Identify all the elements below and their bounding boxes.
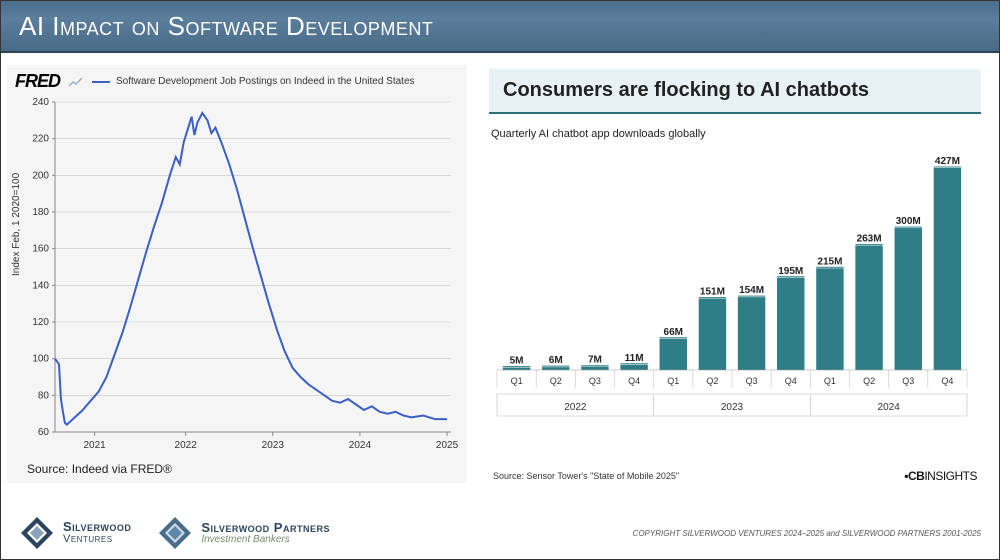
svg-text:Q3: Q3 (589, 376, 601, 386)
fred-legend: Software Development Job Postings on Ind… (92, 76, 415, 87)
svg-text:427M: 427M (935, 156, 960, 167)
fred-logo: FRED (15, 71, 60, 92)
logo1-line2: Ventures (63, 534, 131, 546)
fred-source: Source: Indeed via FRED® (27, 462, 459, 476)
copyright: COPYRIGHT SILVERWOOD VENTURES 2024–2025 … (633, 529, 981, 538)
logos: Silverwood Ventures Silverwood Partners … (19, 515, 330, 551)
slide: AI Impact on Software Development FRED S… (0, 0, 1000, 560)
cbi-brand-rest: INSIGHTS (924, 469, 977, 483)
svg-text:2022: 2022 (564, 402, 587, 413)
svg-text:2022: 2022 (175, 440, 198, 451)
svg-text:Q2: Q2 (863, 376, 875, 386)
svg-text:2024: 2024 (878, 402, 901, 413)
svg-text:180: 180 (32, 207, 49, 218)
svg-text:60: 60 (38, 427, 50, 438)
cbi-panel: Consumers are flocking to AI chatbots Qu… (489, 65, 981, 483)
svg-text:200: 200 (32, 170, 49, 181)
svg-text:Q4: Q4 (628, 376, 640, 386)
svg-text:66M: 66M (664, 327, 683, 338)
diamond-icon (157, 515, 193, 551)
svg-text:2021: 2021 (83, 440, 106, 451)
cbi-bar-chart: 5M Q1 6M Q2 7M Q3 11M Q4 66M Q1 151M Q2 154M Q3 195M Q4… (489, 150, 981, 465)
slide-title: AI Impact on Software Development (19, 11, 433, 42)
svg-text:7M: 7M (588, 355, 602, 366)
logo1-line1: Silverwood (63, 520, 131, 534)
logo-silverwood-partners: Silverwood Partners Investment Bankers (157, 515, 330, 551)
cbi-subtitle: Quarterly AI chatbot app downloads globa… (491, 128, 981, 140)
svg-text:160: 160 (32, 244, 49, 255)
fred-header: FRED Software Development Job Postings o… (15, 71, 459, 92)
svg-text:Q1: Q1 (824, 376, 836, 386)
svg-text:100: 100 (32, 354, 49, 365)
cbi-footer: Source: Sensor Tower's "State of Mobile … (489, 469, 981, 483)
fred-line-chart-svg: 60 80 100 120 140 160 180 200 220 240 2021 2022 2023… (15, 96, 459, 456)
svg-text:5M: 5M (510, 356, 524, 367)
svg-text:Q2: Q2 (706, 376, 718, 386)
svg-text:11M: 11M (625, 353, 644, 364)
svg-text:Q3: Q3 (746, 376, 758, 386)
svg-text:80: 80 (38, 390, 50, 401)
svg-text:Q1: Q1 (511, 376, 523, 386)
logo-silverwood-ventures: Silverwood Ventures (19, 515, 131, 551)
logo1-text: Silverwood Ventures (63, 520, 131, 545)
svg-text:220: 220 (32, 134, 49, 145)
svg-text:154M: 154M (739, 285, 764, 296)
svg-text:Q1: Q1 (667, 376, 679, 386)
cbi-headline-box: Consumers are flocking to AI chatbots (489, 69, 981, 114)
svg-text:215M: 215M (817, 256, 842, 267)
logo2-line1: Silverwood Partners (201, 521, 330, 535)
cbi-bar-chart-svg: 5M Q1 6M Q2 7M Q3 11M Q4 66M Q1 151M Q2 154M Q3 195M Q4… (489, 150, 975, 440)
logo2-text: Silverwood Partners Investment Bankers (201, 521, 330, 545)
svg-text:Q4: Q4 (785, 376, 797, 386)
svg-text:2024: 2024 (349, 440, 372, 451)
cbi-source: Source: Sensor Tower's "State of Mobile … (493, 471, 679, 481)
content-row: FRED Software Development Job Postings o… (1, 53, 999, 483)
svg-text:Q2: Q2 (550, 376, 562, 386)
svg-text:140: 140 (32, 280, 49, 291)
svg-text:Q4: Q4 (941, 376, 953, 386)
svg-text:6M: 6M (549, 355, 563, 366)
title-bar: AI Impact on Software Development (1, 1, 999, 53)
cbi-brand-bold: CB (908, 469, 924, 483)
svg-text:151M: 151M (700, 287, 725, 298)
cbi-brand: ▪CBINSIGHTS (904, 469, 977, 483)
svg-text:2023: 2023 (721, 402, 744, 413)
fred-panel: FRED Software Development Job Postings o… (7, 65, 467, 483)
fred-legend-label: Software Development Job Postings on Ind… (116, 76, 415, 87)
svg-text:240: 240 (32, 97, 49, 108)
cbi-headline: Consumers are flocking to AI chatbots (503, 79, 967, 102)
svg-text:120: 120 (32, 317, 49, 328)
svg-text:300M: 300M (896, 216, 921, 227)
slide-footer: Silverwood Ventures Silverwood Partners … (19, 515, 981, 551)
svg-text:195M: 195M (778, 266, 803, 277)
fred-yaxis-label: Index Feb, 1 2020=100 (11, 173, 22, 276)
svg-text:Q3: Q3 (902, 376, 914, 386)
fred-chart-icon (68, 76, 84, 88)
svg-text:263M: 263M (857, 234, 882, 245)
diamond-icon (19, 515, 55, 551)
svg-text:2025: 2025 (436, 440, 459, 451)
logo2-sub: Investment Bankers (201, 535, 330, 546)
fred-chart: Index Feb, 1 2020=100 608010012014016018… (15, 96, 459, 456)
svg-text:2023: 2023 (262, 440, 285, 451)
fred-legend-swatch (92, 81, 110, 83)
